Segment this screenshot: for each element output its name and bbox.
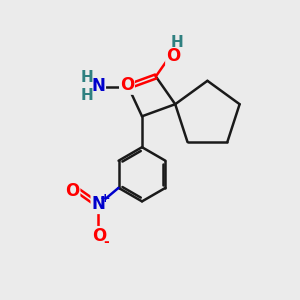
Text: O: O — [65, 182, 80, 200]
Text: H: H — [170, 35, 183, 50]
Text: O: O — [120, 76, 134, 94]
Text: -: - — [103, 235, 109, 249]
Text: +: + — [99, 192, 110, 205]
Text: N: N — [92, 77, 105, 95]
Text: N: N — [91, 195, 105, 213]
Text: H: H — [80, 88, 93, 103]
Text: H: H — [80, 70, 93, 85]
Text: O: O — [166, 47, 180, 65]
Text: O: O — [92, 227, 106, 245]
